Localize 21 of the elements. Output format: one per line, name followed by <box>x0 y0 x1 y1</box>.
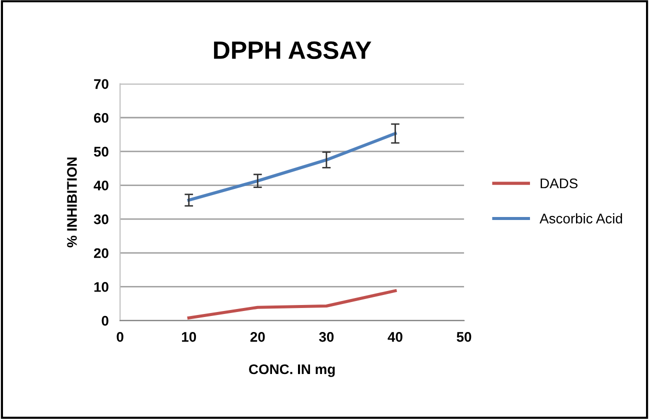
x-tick-label: 30 <box>319 332 334 342</box>
x-tick-label: 10 <box>182 332 196 342</box>
x-tick-label: 20 <box>250 332 265 342</box>
legend-label: Ascorbic Acid <box>540 213 622 224</box>
x-tick-label: 50 <box>456 332 472 342</box>
x-axis-title: CONC. IN mg <box>249 364 335 377</box>
x-tick-label: 0 <box>116 332 124 342</box>
y-tick-label: 10 <box>94 282 108 292</box>
y-tick-label: 30 <box>94 214 108 224</box>
y-tick-label: 40 <box>94 180 108 190</box>
y-tick-label: 0 <box>102 316 108 326</box>
y-axis-title: % INHIBITION <box>67 158 77 248</box>
chart-title: DPPH ASSAY <box>214 41 372 60</box>
line-series <box>187 132 397 202</box>
y-tick-label: 50 <box>94 146 108 157</box>
x-tick-label: 40 <box>388 332 402 342</box>
y-tick-label: 70 <box>94 79 108 89</box>
legend-label: DADS <box>540 178 578 188</box>
line-series <box>187 289 397 320</box>
y-tick-label: 20 <box>94 248 108 258</box>
y-tick-label: 60 <box>94 112 108 123</box>
